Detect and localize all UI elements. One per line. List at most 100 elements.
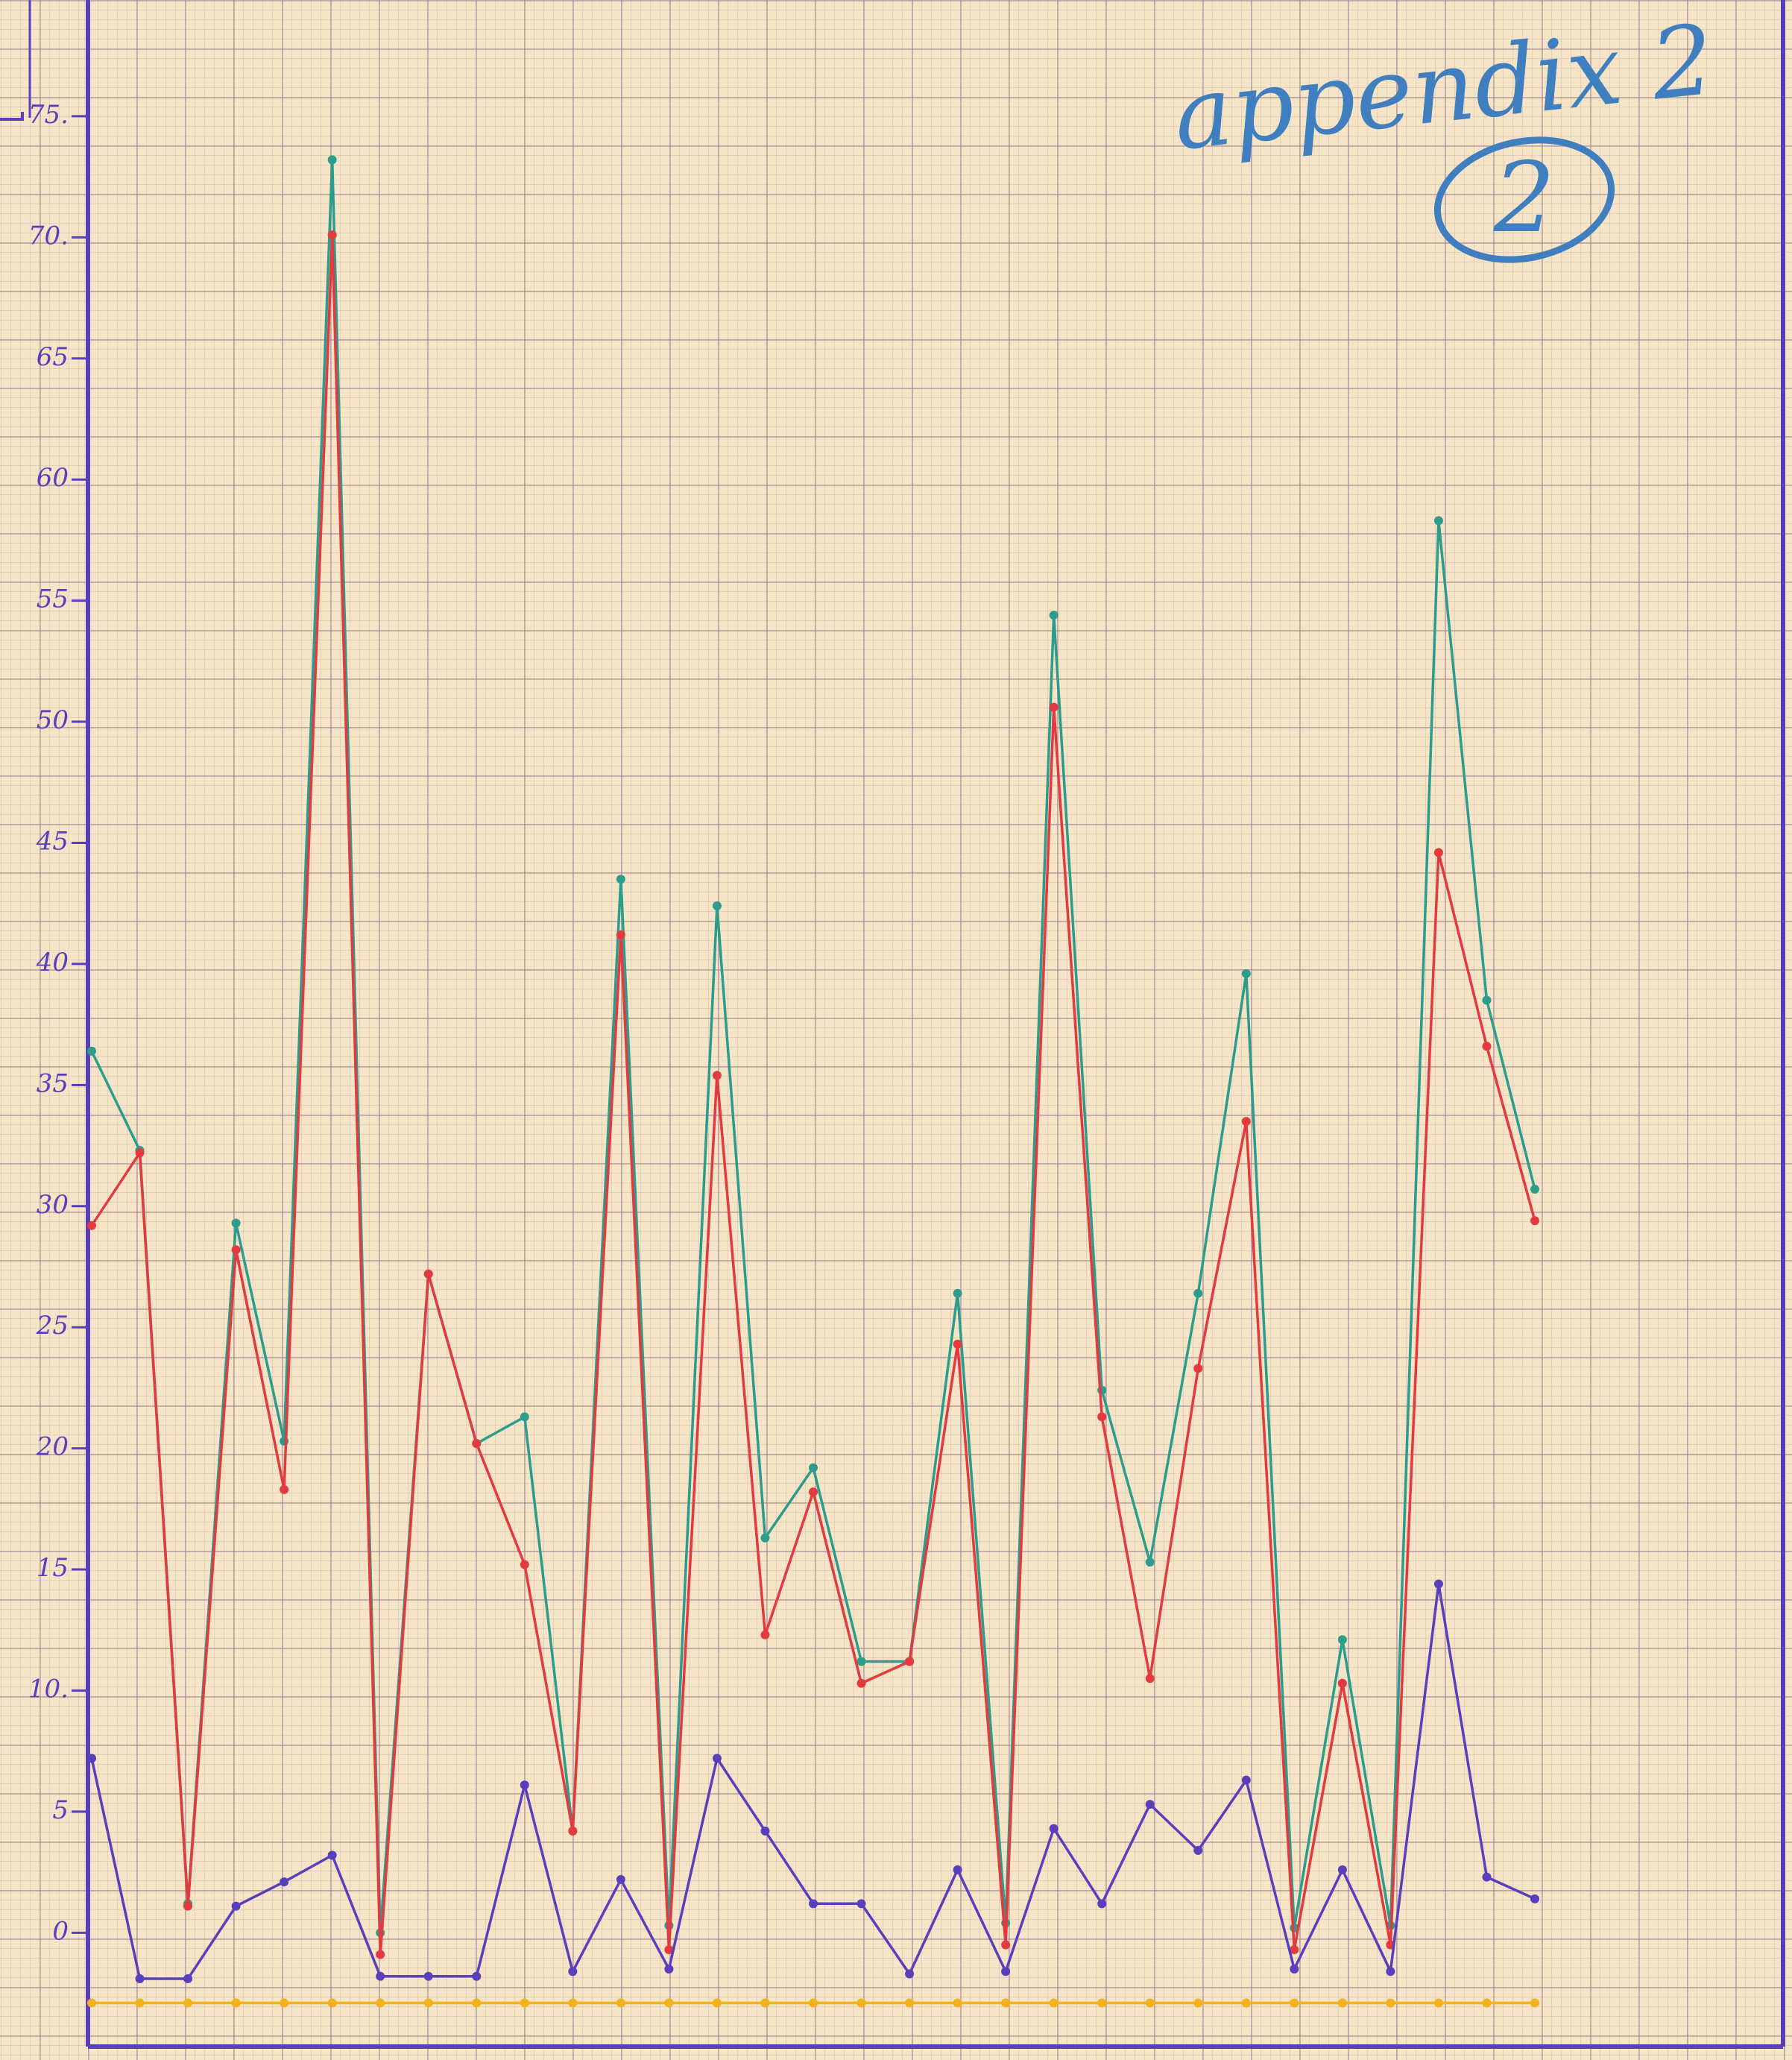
- data-point: [953, 1288, 962, 1298]
- data-point: [87, 1220, 96, 1230]
- data-point: [1049, 1998, 1059, 2008]
- data-point: [1241, 1775, 1251, 1785]
- y-tick-label: 45: [36, 826, 69, 856]
- data-point: [664, 1945, 674, 1955]
- data-point: [183, 1998, 193, 2008]
- data-point: [1097, 1899, 1107, 1909]
- data-point: [1337, 1635, 1347, 1645]
- data-point: [472, 1971, 482, 1981]
- y-tick-label: 20: [36, 1432, 69, 1462]
- data-point: [760, 1826, 770, 1836]
- data-point: [1433, 1998, 1443, 2008]
- data-point: [1241, 1998, 1251, 2008]
- data-point: [1530, 1185, 1539, 1194]
- data-point: [423, 1269, 433, 1279]
- y-tick-label: 55: [37, 585, 69, 614]
- data-point: [856, 1678, 866, 1688]
- data-point: [376, 1950, 385, 1959]
- data-point: [712, 1998, 722, 2008]
- y-tick-label: 70.: [28, 221, 69, 251]
- data-point: [1337, 1678, 1347, 1688]
- data-point: [1049, 1824, 1059, 1833]
- data-point: [1386, 1967, 1395, 1976]
- data-point: [1290, 1945, 1299, 1955]
- data-point: [809, 1463, 818, 1472]
- data-point: [87, 1754, 96, 1763]
- data-point: [327, 1998, 337, 2008]
- data-point: [1241, 1117, 1251, 1127]
- data-point: [856, 1998, 866, 2008]
- y-tick-label: 30: [37, 1190, 69, 1220]
- data-point: [327, 1850, 337, 1860]
- y-tick-label: 65: [37, 342, 69, 372]
- data-point: [1530, 1998, 1539, 2008]
- data-point: [809, 1899, 818, 1909]
- data-point: [1530, 1894, 1539, 1903]
- y-tick-label: 60: [37, 463, 69, 493]
- data-point: [135, 1974, 145, 1984]
- data-point: [856, 1657, 866, 1666]
- data-point: [1001, 1998, 1011, 2008]
- data-point: [568, 1998, 578, 2008]
- y-tick-label: 15: [37, 1553, 69, 1583]
- data-point: [376, 1971, 385, 1981]
- series-line: [90, 233, 1536, 1956]
- data-point: [520, 1780, 529, 1790]
- data-point: [423, 1998, 433, 2008]
- data-point: [953, 1339, 962, 1349]
- data-point: [905, 1969, 915, 1979]
- data-point: [231, 1998, 241, 2008]
- data-point: [1193, 1998, 1203, 2008]
- data-point: [760, 1998, 770, 2008]
- data-point: [87, 1998, 96, 2008]
- data-point: [616, 930, 625, 939]
- y-tick-label: 0: [52, 1916, 69, 1946]
- data-point: [1337, 1865, 1347, 1874]
- data-point: [135, 1998, 145, 2008]
- data-point: [1290, 1965, 1299, 1974]
- data-point: [1193, 1288, 1203, 1298]
- data-point: [135, 1148, 145, 1158]
- data-point: [87, 1046, 96, 1056]
- data-point: [1001, 1940, 1011, 1950]
- data-point: [760, 1630, 770, 1640]
- data-point: [760, 1533, 770, 1543]
- data-point: [953, 1865, 962, 1874]
- data-point: [327, 155, 337, 165]
- data-point: [664, 1998, 674, 2008]
- data-point: [376, 1998, 385, 2008]
- data-point: [1049, 611, 1059, 620]
- data-point: [520, 1412, 529, 1422]
- data-point: [905, 1998, 915, 2008]
- data-point: [616, 1998, 625, 2008]
- data-point: [1145, 1557, 1155, 1567]
- data-point: [1386, 1998, 1395, 2008]
- data-point: [568, 1826, 578, 1836]
- data-point: [472, 1439, 482, 1449]
- data-point: [280, 1877, 289, 1887]
- data-point: [183, 1901, 193, 1911]
- y-tick-label: 10.: [28, 1674, 69, 1704]
- y-tick-label: 75.: [28, 100, 69, 130]
- data-point: [472, 1998, 482, 2008]
- data-point: [905, 1657, 915, 1666]
- data-point: [1193, 1364, 1203, 1373]
- data-point: [712, 1071, 722, 1080]
- y-tick-label: 35: [37, 1068, 69, 1098]
- data-point: [1433, 848, 1443, 857]
- data-point: [1433, 1579, 1443, 1589]
- data-point: [1001, 1967, 1011, 1976]
- data-point: [712, 1754, 722, 1763]
- data-point: [327, 230, 337, 240]
- circle: [1433, 136, 1615, 263]
- data-point: [1290, 1998, 1299, 2008]
- data-point: [1049, 702, 1059, 712]
- data-point: [1145, 1998, 1155, 2008]
- data-point: [1193, 1845, 1203, 1855]
- data-point: [1433, 516, 1443, 526]
- y-tick-label: 25: [36, 1311, 69, 1341]
- data-point: [568, 1967, 578, 1976]
- data-point: [809, 1998, 818, 2008]
- data-point: [1145, 1800, 1155, 1809]
